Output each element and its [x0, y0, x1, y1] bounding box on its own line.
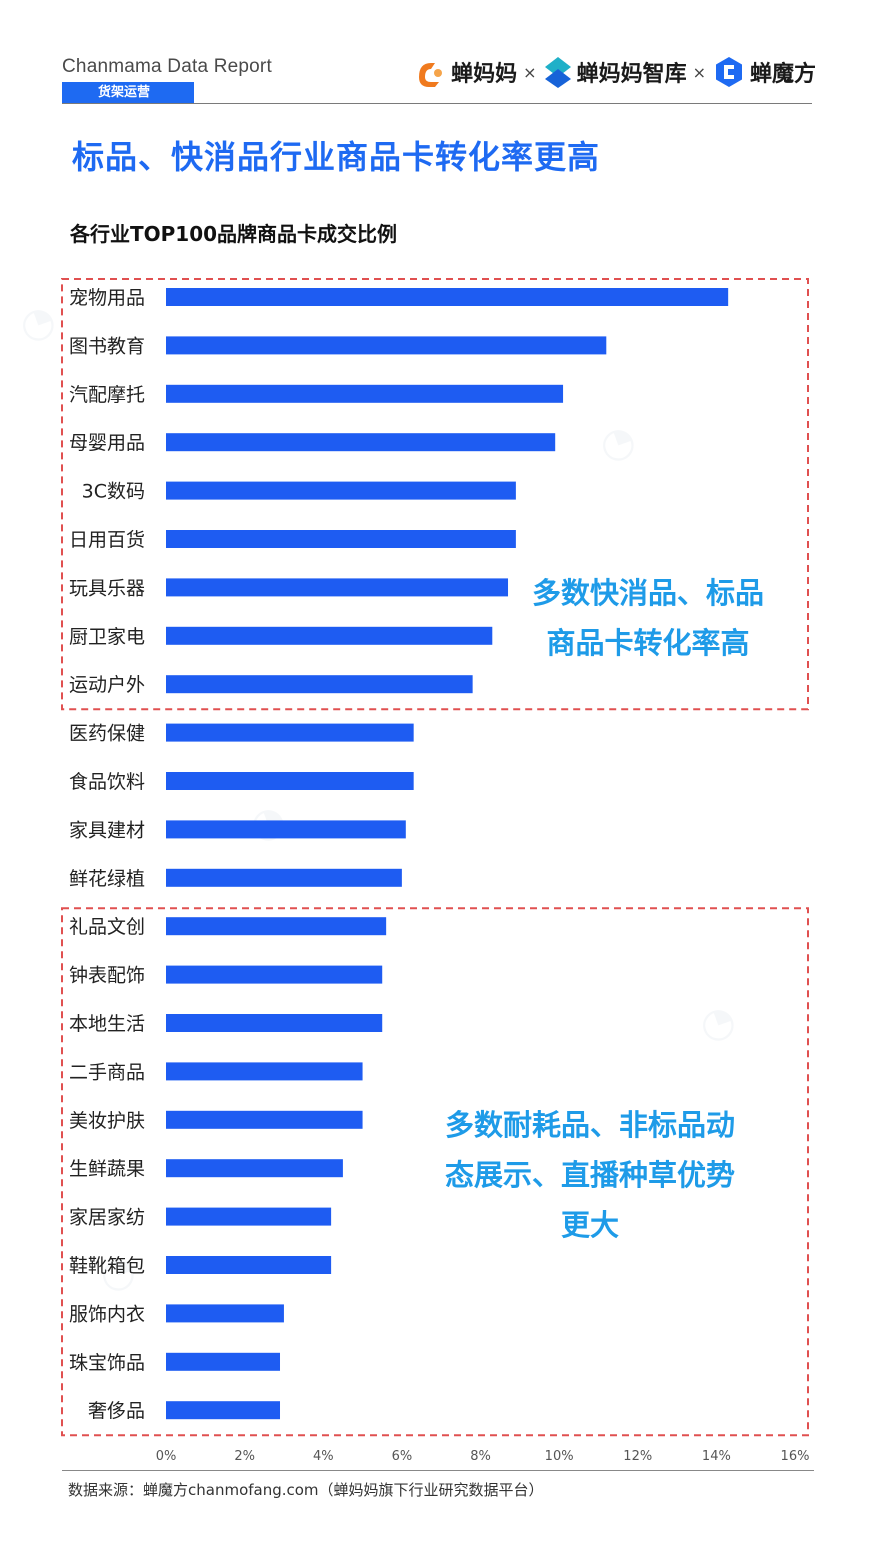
bar: [166, 1159, 343, 1178]
x-tick-label: 12%: [623, 1449, 652, 1464]
logo-chanmofang: 蝉魔方: [712, 55, 816, 89]
category-label: 美妆护肤: [69, 1110, 145, 1132]
bar: [166, 965, 383, 984]
bar: [166, 433, 556, 452]
data-source: 数据来源：蝉魔方chanmofang.com（蝉妈妈旗下行业研究数据平台）: [68, 1481, 544, 1499]
x-tick-label: 0%: [156, 1449, 177, 1464]
brand-logos: 蝉妈妈 × 蝉妈妈智库 × 蝉魔方: [413, 52, 816, 92]
chanmofang-logo-icon: [715, 57, 742, 87]
callout-line: 多数快消品、标品: [531, 576, 764, 610]
logo-chanmama-text: 蝉妈妈: [451, 62, 518, 87]
category-label: 3C数码: [82, 481, 145, 503]
category-label: 服饰内衣: [69, 1303, 145, 1325]
category-label: 本地生活: [69, 1013, 145, 1035]
category-label: 运动户外: [69, 674, 145, 696]
bar: [166, 1304, 284, 1323]
x-tick-label: 4%: [313, 1449, 334, 1464]
x-tick-label: 14%: [702, 1449, 731, 1464]
logo-zhiku-text: 蝉妈妈智库: [576, 62, 687, 87]
category-label: 家居家纺: [69, 1207, 145, 1229]
category-label: 珠宝饰品: [69, 1352, 145, 1374]
category-label: 图书教育: [69, 335, 145, 357]
bar: [166, 917, 387, 936]
bar: [166, 1401, 281, 1420]
logo-chanmama-zhiku: 蝉妈妈智库: [543, 55, 687, 89]
page-title: 标品、快消品行业商品卡转化率更高: [72, 138, 601, 176]
highlight-box: [61, 907, 809, 1437]
category-label: 食品饮料: [69, 771, 145, 793]
bar: [166, 1207, 332, 1226]
highlight-box: [61, 278, 809, 711]
zhiku-logo-icon: [544, 57, 571, 88]
category-label: 生鲜蔬果: [69, 1158, 145, 1180]
chart-title: 各行业TOP100品牌商品卡成交比例: [70, 222, 398, 246]
logo-chanmofang-text: 蝉魔方: [749, 62, 816, 87]
bar: [166, 820, 406, 839]
bar: [166, 772, 414, 790]
bar: [166, 1256, 332, 1274]
category-label: 医药保健: [69, 723, 145, 745]
x-tick-label: 16%: [781, 1449, 810, 1464]
category-label: 宠物用品: [69, 287, 145, 309]
bar: [166, 868, 402, 887]
category-label: 日用百货: [69, 529, 145, 551]
bar: [166, 1110, 363, 1129]
category-label: 母婴用品: [69, 432, 145, 454]
callout-fast-moving: 多数快消品、标品 商品卡转化率高: [500, 568, 796, 668]
category-label: 二手商品: [69, 1061, 145, 1083]
bar: [166, 481, 516, 500]
category-label: 奢侈品: [88, 1400, 145, 1422]
report-name: Chanmama Data Report: [62, 56, 272, 77]
section-tag: 货架运营: [62, 82, 194, 104]
callout-line: 商品卡转化率高: [546, 626, 750, 660]
callout-line: 更大: [560, 1208, 619, 1242]
x-tick-label: 2%: [234, 1449, 255, 1464]
x-tick-label: 8%: [470, 1449, 491, 1464]
category-label: 钟表配饰: [69, 965, 145, 987]
bar: [166, 384, 564, 403]
category-label: 厨卫家电: [69, 626, 145, 648]
callout-durables: 多数耐耗品、非标品动 态展示、直播种草优势 更大: [418, 1100, 762, 1250]
header-divider: [62, 103, 812, 104]
category-label: 玩具乐器: [69, 577, 145, 599]
bar: [166, 530, 516, 548]
bar: [166, 626, 493, 645]
bar: [166, 578, 509, 597]
bar: [166, 288, 729, 306]
footer-divider: [62, 1470, 814, 1471]
logo-separator: ×: [523, 62, 537, 82]
bar: [166, 1014, 383, 1032]
logo-chanmama: 蝉妈妈: [413, 55, 517, 89]
x-tick-label: 6%: [392, 1449, 413, 1464]
bar: [166, 336, 607, 355]
bar: [166, 675, 473, 694]
bar: [166, 723, 414, 742]
category-label: 礼品文创: [69, 916, 145, 938]
category-label: 汽配摩托: [69, 384, 145, 406]
logo-separator: ×: [692, 62, 706, 82]
bar: [166, 1062, 363, 1081]
callout-line: 态展示、直播种草优势: [444, 1158, 735, 1192]
category-label: 家具建材: [69, 819, 145, 841]
callout-line: 多数耐耗品、非标品动: [444, 1108, 735, 1142]
category-label: 鞋靴箱包: [69, 1255, 145, 1277]
chanmama-logo-icon: [419, 63, 443, 87]
bar: [166, 1352, 281, 1371]
category-label: 鲜花绿植: [69, 868, 145, 890]
x-tick-label: 10%: [545, 1449, 574, 1464]
